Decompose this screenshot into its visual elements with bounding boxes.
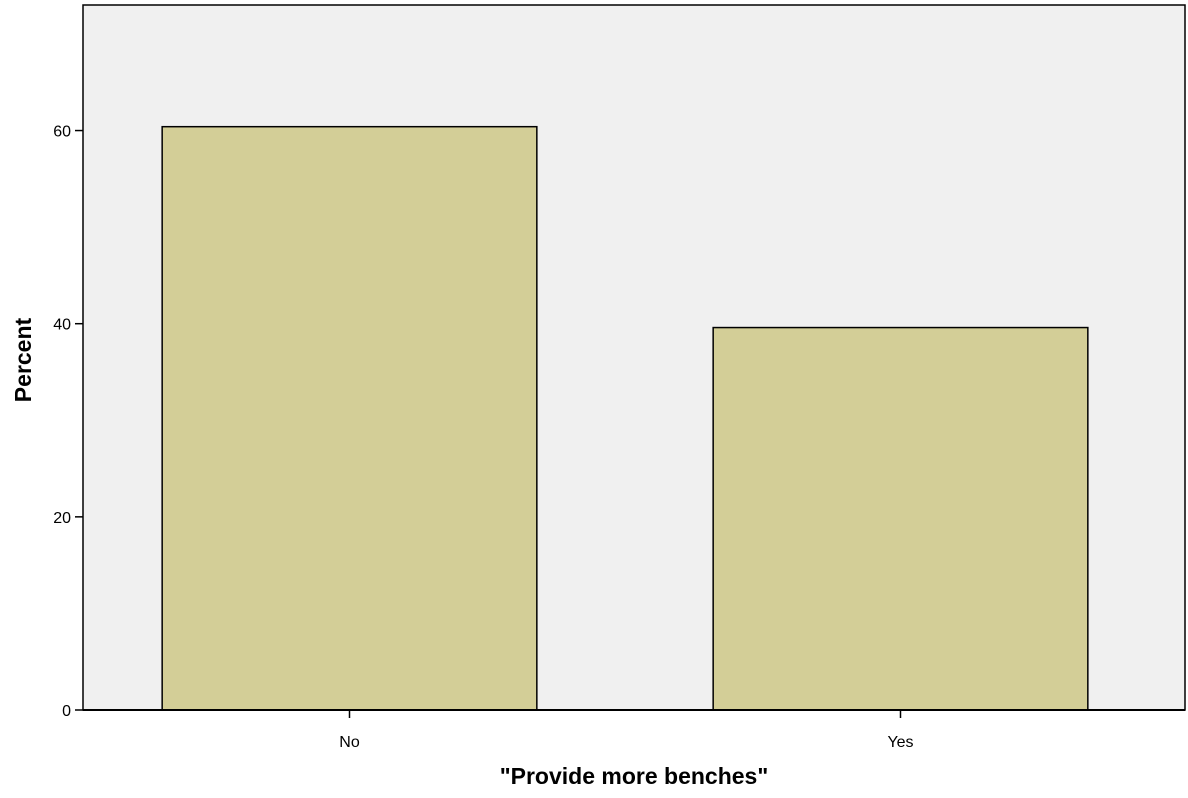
bars — [83, 125, 1185, 711]
y-axis-ticks: 0 20 40 60 — [53, 124, 83, 720]
bar-no — [161, 125, 538, 711]
y-tick-label: 0 — [62, 703, 71, 720]
x-tick-label: Yes — [887, 734, 913, 751]
y-tick-label: 40 — [53, 317, 71, 334]
x-axis-ticks: No Yes — [339, 710, 914, 751]
bar-yes — [712, 326, 1089, 711]
x-tick-label: No — [339, 734, 360, 751]
x-axis-title: "Provide more benches" — [500, 763, 769, 789]
y-tick-label: 60 — [53, 124, 71, 141]
y-tick-label: 20 — [53, 510, 71, 527]
y-axis-title: Percent — [10, 317, 36, 402]
